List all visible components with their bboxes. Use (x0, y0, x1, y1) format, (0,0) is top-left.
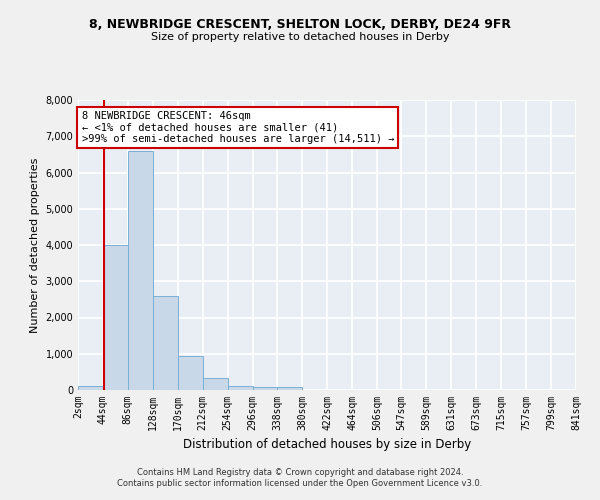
Text: 8, NEWBRIDGE CRESCENT, SHELTON LOCK, DERBY, DE24 9FR: 8, NEWBRIDGE CRESCENT, SHELTON LOCK, DER… (89, 18, 511, 30)
Bar (203, 378, 227, 390)
X-axis label: Distribution of detached houses by size in Derby: Distribution of detached houses by size … (183, 438, 471, 452)
Bar (253, 387, 277, 390)
Text: 8 NEWBRIDGE CRESCENT: 46sqm
← <1% of detached houses are smaller (41)
>99% of se: 8 NEWBRIDGE CRESCENT: 46sqm ← <1% of det… (82, 111, 394, 144)
Bar (153, 296, 178, 390)
Bar (178, 356, 203, 390)
Bar (227, 386, 253, 390)
Bar (277, 387, 302, 390)
Text: Contains HM Land Registry data © Crown copyright and database right 2024.
Contai: Contains HM Land Registry data © Crown c… (118, 468, 482, 487)
Y-axis label: Number of detached properties: Number of detached properties (30, 158, 40, 332)
Bar (78, 386, 103, 390)
Bar (103, 245, 128, 390)
Text: Size of property relative to detached houses in Derby: Size of property relative to detached ho… (151, 32, 449, 42)
Bar (128, 151, 153, 390)
